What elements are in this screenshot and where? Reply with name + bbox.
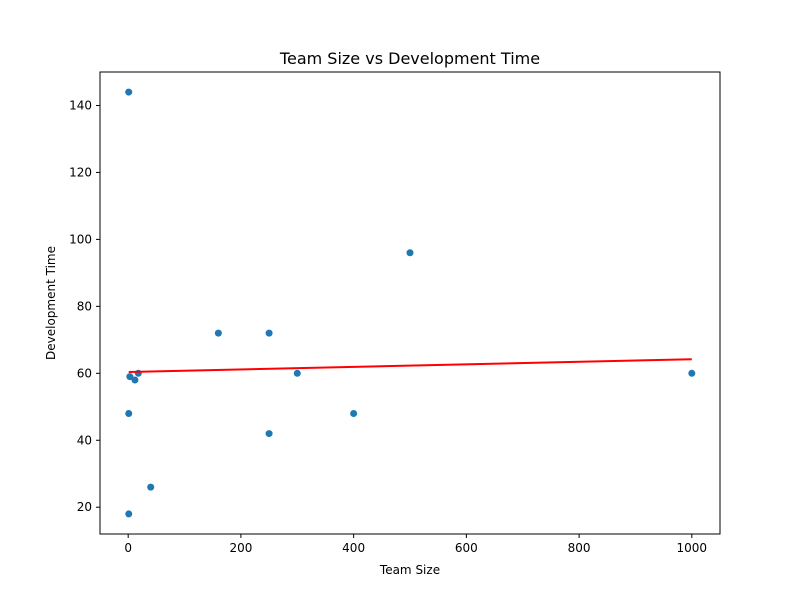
chart-title: Team Size vs Development Time (279, 49, 540, 68)
plot-frame (99, 71, 721, 535)
x-tick-label: 400 (342, 541, 365, 555)
data-point-4 (131, 376, 139, 384)
data-point-10 (293, 369, 301, 377)
data-point-1 (125, 409, 133, 417)
y-axis-label: Development Time (44, 246, 58, 360)
x-axis-label: Team Size (379, 563, 440, 577)
plot-area (125, 88, 696, 518)
data-point-12 (406, 249, 414, 257)
data-point-0 (125, 88, 133, 96)
y-axis: 20 40 60 80 100 120 140 (69, 98, 100, 514)
x-axis: 0 200 400 600 800 1000 (124, 534, 707, 555)
y-tick-label: 20 (77, 500, 92, 514)
x-tick-label: 200 (229, 541, 252, 555)
data-point-3 (126, 373, 134, 381)
data-point-11 (350, 409, 358, 417)
data-point-13 (688, 369, 696, 377)
data-point-9 (265, 430, 273, 438)
x-tick-label: 0 (124, 541, 132, 555)
y-tick-label: 60 (77, 366, 92, 380)
data-point-2 (125, 510, 133, 518)
y-tick-label: 80 (77, 299, 92, 313)
y-tick-label: 40 (77, 433, 92, 447)
data-point-7 (214, 329, 222, 337)
y-tick-label: 140 (69, 98, 92, 112)
trend-line (128, 358, 692, 373)
x-tick-label: 600 (455, 541, 478, 555)
y-tick-label: 120 (69, 165, 92, 179)
x-tick-label: 800 (568, 541, 591, 555)
x-tick-label: 1000 (677, 541, 708, 555)
data-point-8 (265, 329, 273, 337)
data-point-6 (147, 483, 155, 491)
y-tick-label: 100 (69, 232, 92, 246)
